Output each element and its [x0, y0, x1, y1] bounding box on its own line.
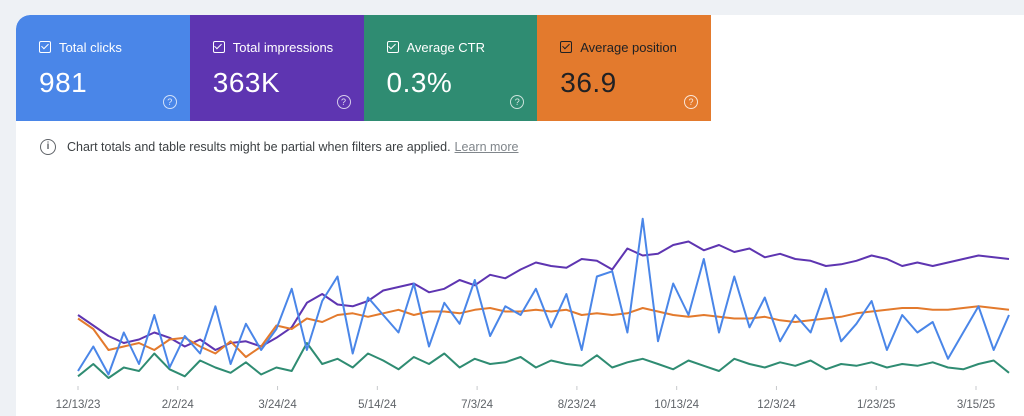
- metric-total-impressions[interactable]: Total impressions 363K ?: [189, 15, 364, 121]
- metric-average-position[interactable]: Average position 36.9 ?: [537, 15, 711, 121]
- x-tick-label: 7/3/24: [461, 399, 494, 411]
- info-icon: i: [40, 139, 56, 155]
- help-icon[interactable]: ?: [684, 95, 698, 109]
- metric-value: 981: [39, 67, 88, 98]
- metric-average-ctr[interactable]: Average CTR 0.3% ?: [363, 15, 538, 121]
- metric-label: Average CTR: [406, 39, 486, 55]
- x-tick-label: 5/14/24: [358, 399, 397, 411]
- x-tick-label: 12/13/23: [56, 399, 101, 411]
- x-tick-label: 10/13/24: [654, 399, 699, 411]
- metric-total-clicks[interactable]: Total clicks 981 ?: [16, 15, 190, 121]
- series-line-ctr: [77, 342, 1010, 379]
- help-icon[interactable]: ?: [162, 95, 177, 109]
- metric-value: 36.9: [560, 67, 617, 98]
- x-tick-label: 3/24/24: [258, 399, 297, 411]
- x-tick-label: 1/23/25: [857, 399, 895, 411]
- series-line-clicks: [77, 217, 1010, 376]
- filter-notice: i Chart totals and table results might b…: [40, 139, 518, 155]
- x-tick-label: 3/15/25: [957, 399, 995, 411]
- learn-more-link[interactable]: Learn more: [454, 140, 519, 154]
- series-line-impressions: [77, 240, 1010, 351]
- x-tick-label: 12/3/24: [757, 399, 796, 411]
- performance-card: Total clicks 981 ? Total impressions 363…: [16, 15, 1024, 416]
- metric-label: Total impressions: [232, 39, 334, 55]
- checkbox-icon[interactable]: [386, 41, 399, 53]
- checkbox-icon[interactable]: [39, 41, 51, 53]
- x-tick-label: 2/2/24: [162, 399, 195, 411]
- checkbox-icon[interactable]: [560, 41, 573, 53]
- checkbox-icon[interactable]: [212, 41, 225, 53]
- metric-label: Average position: [580, 39, 677, 55]
- performance-chart: 12/13/23 2/2/24 3/24/24 5/14/24 7/3/24 8/23/2…: [56, 217, 1010, 411]
- metric-value: 0.3%: [386, 67, 453, 98]
- notice-text: Chart totals and table results might be …: [67, 140, 451, 154]
- help-icon[interactable]: ?: [510, 95, 525, 109]
- help-icon[interactable]: ?: [336, 95, 351, 109]
- metric-value: 363K: [212, 67, 281, 98]
- x-tick-label: 8/23/24: [558, 399, 597, 411]
- metric-label: Total clicks: [59, 39, 122, 55]
- metric-tiles: Total clicks 981 ? Total impressions 363…: [16, 15, 711, 121]
